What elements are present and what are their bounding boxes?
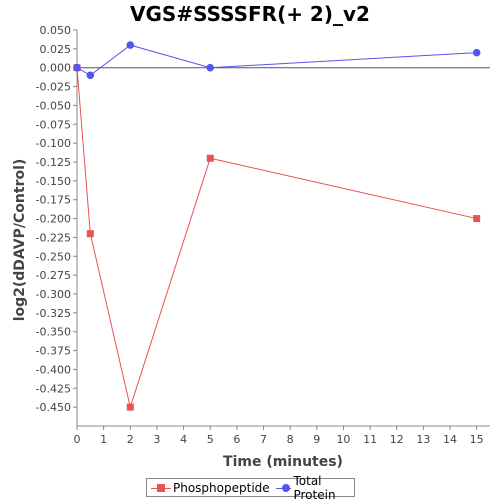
data-point-total-protein [472,48,481,57]
x-tick-label: 5 [207,433,214,446]
data-point-total-protein [73,63,81,72]
data-point-phosphopeptide [126,403,134,411]
x-tick-label: 7 [260,433,267,446]
y-tick-label: -0.300 [36,288,71,301]
y-tick-label: -0.225 [36,231,71,244]
circle-marker-icon [275,483,292,493]
x-tick-label: 1 [100,433,107,446]
data-point-phosphopeptide [86,230,94,238]
x-tick-label: 11 [363,433,377,446]
x-tick-label: 4 [180,433,187,446]
y-tick-label: 0.050 [40,24,72,37]
x-tick-label: 6 [233,433,240,446]
x-tick-label: 15 [470,433,484,446]
y-tick-label: -0.175 [36,194,71,207]
data-point-phosphopeptide [206,154,214,162]
y-tick-label: -0.125 [36,156,71,169]
legend-label-phosphopeptide: Phosphopeptide [173,480,270,495]
y-tick-label: -0.275 [36,269,71,282]
y-tick-label: -0.025 [36,81,71,94]
x-tick-label: 12 [390,433,404,446]
x-axis-label: Time (minutes) [223,454,343,470]
y-tick-label: -0.250 [36,250,71,263]
y-tick-label: -0.325 [36,307,71,320]
legend: Phosphopeptide Total Protein [146,474,355,502]
y-tick-label: 0.000 [40,62,72,75]
y-tick-label: -0.050 [36,99,71,112]
x-tick-label: 2 [127,433,134,446]
y-tick-label: -0.350 [36,326,71,339]
x-tick-label: 3 [153,433,160,446]
x-tick-label: 8 [287,433,294,446]
x-tick-label: 14 [443,433,457,446]
y-tick-label: -0.100 [36,137,71,150]
y-tick-label: -0.425 [36,382,71,395]
x-tick-label: 10 [336,433,350,446]
legend-item-phosphopeptide: Phosphopeptide [151,481,270,495]
y-tick-label: -0.375 [36,345,71,358]
x-tick-label: 13 [416,433,430,446]
data-point-total-protein [86,71,95,80]
y-tick-label: 0.025 [40,43,72,56]
y-tick-label: -0.200 [36,213,71,226]
y-tick-label: -0.150 [36,175,71,188]
x-tick-label: 9 [313,433,320,446]
y-axis-label: log2(dDAVP/Control) [12,159,28,322]
y-tick-label: -0.400 [36,363,71,376]
data-point-total-protein [126,41,135,49]
square-marker-icon [151,483,171,493]
data-point-phosphopeptide [473,215,481,223]
legend-item-total-protein: Total Protein [275,473,352,502]
x-tick-label: 0 [74,433,81,446]
chart-title: VGS#SSSSFR(+ 2)_v2 [130,2,370,26]
plot-area [77,30,490,426]
legend-label-total-protein: Total Protein [293,473,336,502]
y-tick-label: -0.450 [36,401,71,414]
y-tick-label: -0.075 [36,118,71,131]
data-point-total-protein [206,63,215,72]
